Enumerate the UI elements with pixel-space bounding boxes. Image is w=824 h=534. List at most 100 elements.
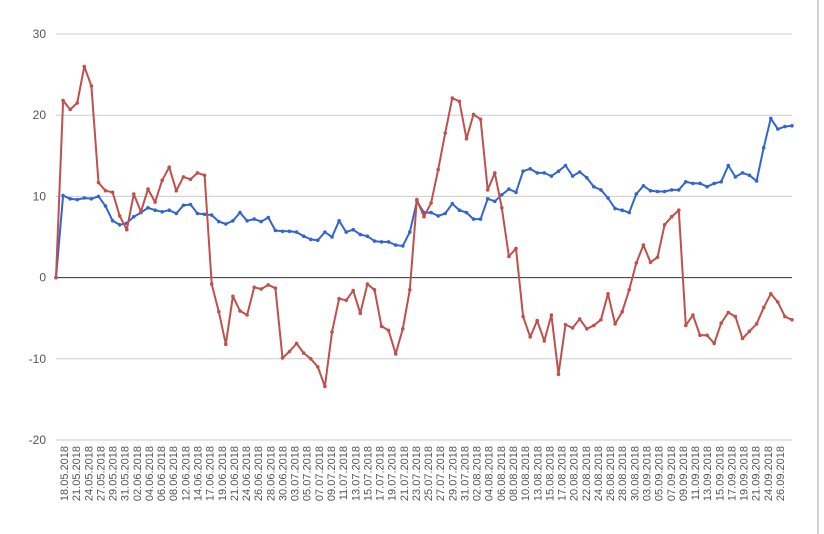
x-tick-label: 08.08.2018 [508, 446, 520, 501]
series-2-point [457, 99, 462, 104]
x-tick-label: 11.07.2018 [338, 446, 350, 500]
series-1-point [294, 230, 299, 234]
series-2-point [662, 223, 667, 227]
series-2-point [351, 288, 356, 293]
x-tick-label: 08.06.2018 [168, 446, 180, 501]
x-tick-label: 24.09.2018 [763, 446, 775, 501]
x-tick-label: 03.07.2018 [290, 446, 302, 501]
x-tick-label: 19.07.2018 [387, 446, 399, 501]
series-2-point [549, 313, 554, 317]
series-2-point [740, 336, 745, 341]
series-2-point [599, 318, 603, 322]
x-tick-label: 15.07.2018 [362, 446, 374, 501]
series-2-point [103, 188, 108, 193]
series-2-point [535, 318, 539, 323]
series-1-point [634, 192, 639, 196]
series-1-point [209, 213, 214, 217]
series-1-point [68, 197, 72, 201]
series-2-point [125, 227, 129, 232]
x-tick-label: 26.08.2018 [605, 446, 617, 501]
series-1-point [238, 210, 242, 215]
series-2-point [493, 171, 497, 175]
series-2-point [478, 117, 483, 122]
series-1-point [769, 116, 773, 121]
series-1-point [393, 243, 398, 247]
series-1-point [627, 210, 631, 215]
series-1-point [110, 219, 115, 223]
series-1-point [733, 175, 738, 179]
series-2-point [61, 98, 65, 103]
series-2-point [691, 313, 695, 317]
x-tick-label: 11.09.2018 [690, 446, 702, 500]
series-2-point [528, 335, 532, 339]
series-2-point [188, 177, 193, 182]
series-2-point [89, 84, 94, 88]
series-2-point [75, 101, 79, 105]
series-1-point [740, 171, 745, 175]
series-1-point [132, 214, 136, 219]
x-tick-label: 17.07.2018 [375, 446, 387, 501]
x-tick-label: 02.06.2018 [132, 446, 144, 501]
x-tick-label: 02.08.2018 [472, 446, 484, 501]
y-tick-label: 0 [39, 271, 46, 285]
series-2-point [443, 131, 448, 135]
series-1-point [273, 228, 278, 233]
series-1-point [153, 208, 157, 212]
series-1-point [429, 210, 433, 215]
x-tick-label: 27.05.2018 [95, 446, 107, 501]
series-1-point [542, 171, 547, 175]
x-axis-ticks: 18.05.2018 21.05.2018 24.05.2018 27.05.2018… [59, 446, 787, 501]
series-1-point [75, 197, 79, 202]
series-2-point [408, 288, 412, 292]
series-1-point [776, 127, 780, 131]
series-2-point [634, 261, 639, 265]
series-1-point [705, 184, 709, 189]
x-tick-label: 09.09.2018 [678, 446, 690, 501]
series-1-point [485, 197, 490, 201]
series-2-point [287, 349, 292, 354]
series-1-point [330, 235, 334, 239]
series-1-point [160, 210, 164, 214]
x-tick-label: 15.08.2018 [544, 446, 556, 501]
x-tick-label: 27.07.2018 [435, 446, 447, 501]
series-1-point [351, 227, 356, 232]
series-1-point [231, 219, 235, 223]
series-1-point [103, 204, 108, 208]
series-2-point [429, 201, 433, 205]
series-1-point [549, 174, 554, 178]
series-2-point [294, 341, 299, 346]
x-tick-label: 30.06.2018 [277, 446, 289, 501]
series-2-point [500, 206, 504, 210]
series-1-point [365, 234, 370, 238]
series-2-point [393, 352, 398, 356]
series-1-point [521, 169, 525, 173]
series-2-point [181, 175, 186, 179]
series-1-point [577, 170, 582, 174]
series-1-point [599, 188, 603, 192]
series-2-point [563, 322, 568, 327]
series-2-point [570, 326, 575, 330]
series-1-point [117, 223, 122, 227]
series-1-point [677, 188, 681, 192]
series-2-point [719, 321, 723, 325]
x-tick-label: 10.08.2018 [520, 446, 532, 501]
series-1-point [514, 190, 518, 195]
series-2-point [521, 314, 525, 319]
series-2-point [436, 167, 441, 172]
series-2-point [160, 178, 164, 182]
x-tick-label: 24.08.2018 [593, 446, 605, 501]
x-tick-label: 22.08.2018 [581, 446, 593, 501]
series-1-point [592, 184, 596, 189]
series-2-point [358, 311, 363, 316]
series-2-point [620, 309, 624, 314]
series-2-point [627, 288, 631, 292]
series-1-point [61, 193, 65, 198]
series-2-point [146, 187, 150, 191]
series-1-point [726, 163, 731, 168]
y-tick-label: -20 [29, 433, 47, 447]
series-1-point [620, 208, 624, 212]
series-1-point [167, 208, 171, 212]
x-tick-label: 19.09.2018 [739, 446, 751, 501]
x-tick-label: 25.07.2018 [423, 446, 435, 501]
